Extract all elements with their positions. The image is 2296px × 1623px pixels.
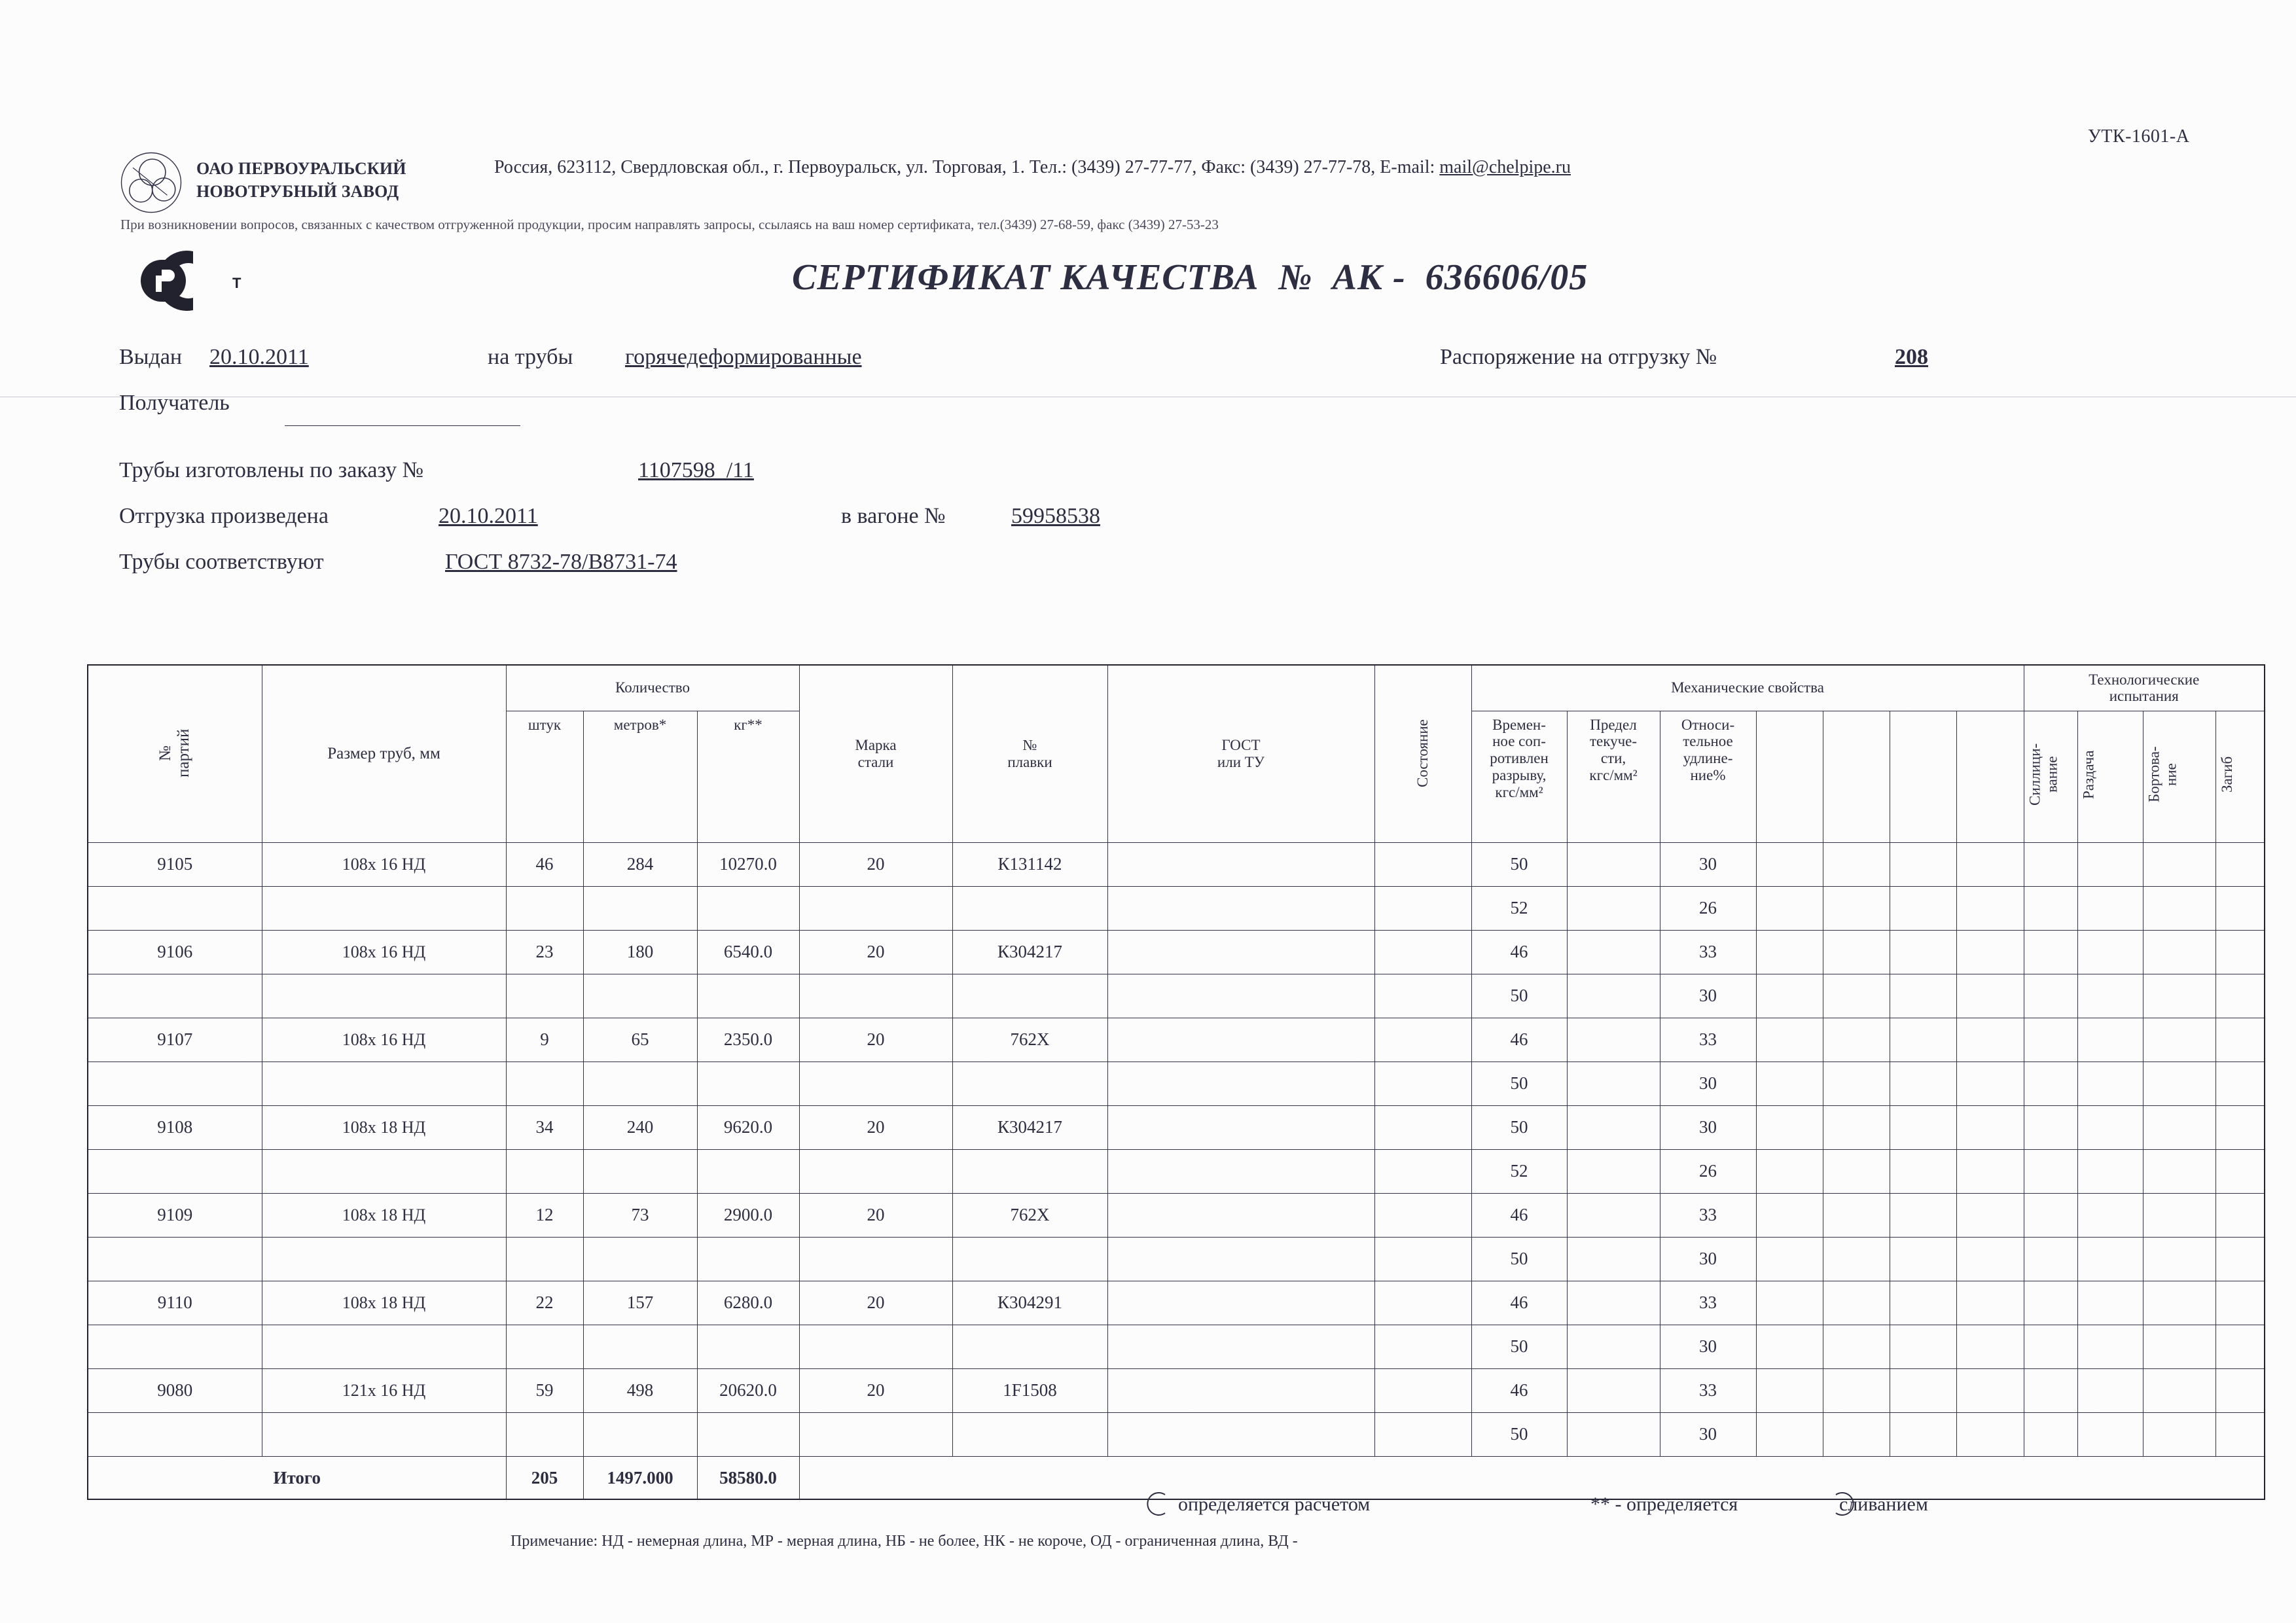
svg-text:T: T (232, 275, 242, 291)
